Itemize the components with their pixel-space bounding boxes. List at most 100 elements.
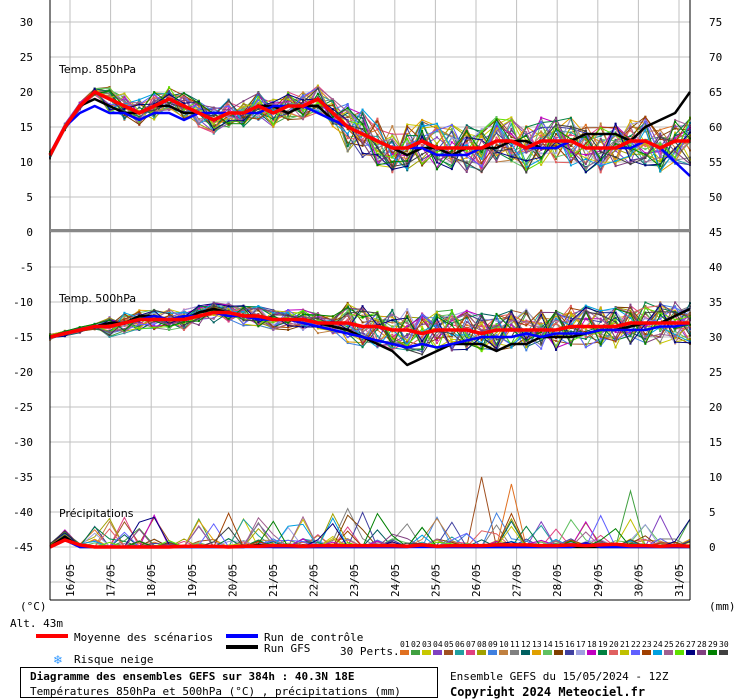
member-500-point <box>674 312 677 315</box>
member-500-point <box>599 331 602 334</box>
member-850-point <box>331 108 334 111</box>
left-tick-label: 30 <box>20 16 33 29</box>
member-850-point <box>435 129 438 132</box>
member-850-point <box>108 107 111 110</box>
member-850-point <box>123 101 126 104</box>
member-850-point <box>525 133 528 136</box>
member-850-point <box>465 144 468 147</box>
member-850-point <box>376 158 379 161</box>
member-850-point <box>435 151 438 154</box>
member-850-point <box>406 159 409 162</box>
member-850-point <box>495 118 498 121</box>
member-850-point <box>212 125 215 128</box>
member-500-point <box>674 333 677 336</box>
member-500-point <box>584 312 587 315</box>
member-850-point <box>108 95 111 98</box>
member-850-point <box>614 142 617 145</box>
member-850-point <box>674 118 677 121</box>
member-500-point <box>614 321 617 324</box>
member-850-point <box>361 153 364 156</box>
member-500-point <box>569 304 572 307</box>
member-500-point <box>555 321 558 324</box>
member-500-point <box>346 312 349 315</box>
member-500-point <box>272 324 275 327</box>
member-850-point <box>421 129 424 132</box>
member-850-point <box>614 163 617 166</box>
member-500-point <box>435 326 438 329</box>
member-500-point <box>376 345 379 348</box>
member-500-point <box>168 308 171 311</box>
member-500-point <box>465 309 468 312</box>
member-500-point <box>540 339 543 342</box>
member-500-point <box>495 338 498 341</box>
member-850-point <box>406 134 409 137</box>
member-850-point <box>302 93 305 96</box>
member-500-point <box>569 313 572 316</box>
member-500-point <box>108 317 111 320</box>
pert-number: 13 <box>532 640 542 649</box>
left-tick-label: -15 <box>13 331 33 344</box>
member-500-point <box>659 313 662 316</box>
member-850-point <box>450 135 453 138</box>
member-850-point <box>465 126 468 129</box>
member-850-point <box>197 125 200 128</box>
member-500-point <box>540 337 543 340</box>
member-500-point <box>316 313 319 316</box>
member-850-point <box>525 166 528 169</box>
member-850-point <box>435 125 438 128</box>
member-500-point <box>302 310 305 313</box>
member-850-point <box>257 118 260 121</box>
member-850-point <box>182 115 185 118</box>
member-850-point <box>659 156 662 159</box>
member-500-point <box>361 321 364 324</box>
member-850-point <box>406 155 409 158</box>
member-500-point <box>510 312 513 315</box>
pert-number: 06 <box>455 640 465 649</box>
member-850-point <box>406 150 409 153</box>
member-850-point <box>599 163 602 166</box>
member-850-point <box>272 109 275 112</box>
member-850-point <box>435 122 438 125</box>
member-500-point <box>197 318 200 321</box>
member-850-point <box>435 127 438 130</box>
member-850-point <box>361 117 364 120</box>
member-850-point <box>242 108 245 111</box>
member-500-point <box>480 317 483 320</box>
member-850-point <box>153 100 156 103</box>
left-tick-label: -40 <box>13 506 33 519</box>
member-850-point <box>465 135 468 138</box>
member-850-point <box>644 153 647 156</box>
member-500-point <box>182 328 185 331</box>
member-850-point <box>242 105 245 108</box>
member-850-point <box>123 96 126 99</box>
member-500-point <box>108 334 111 337</box>
member-500-point <box>659 333 662 336</box>
member-850-point <box>182 108 185 111</box>
member-850-point <box>674 152 677 155</box>
member-500-point <box>391 309 394 312</box>
right-tick-label: 5 <box>709 506 716 519</box>
member-850-point <box>450 124 453 127</box>
member-500-point <box>465 338 468 341</box>
member-850-point <box>316 108 319 111</box>
altitude-label: Alt. 43m <box>10 617 63 630</box>
member-500-point <box>629 309 632 312</box>
member-850-point <box>272 103 275 106</box>
member-500-point <box>510 319 513 322</box>
member-500-point <box>138 310 141 313</box>
member-850-point <box>257 114 260 117</box>
member-500-point <box>599 345 602 348</box>
member-500-point <box>108 327 111 330</box>
member-500-point <box>376 315 379 318</box>
member-850-point <box>153 115 156 118</box>
member-500-point <box>242 308 245 311</box>
pert-swatch <box>631 650 640 655</box>
member-850-point <box>361 112 364 115</box>
member-850-point <box>406 137 409 140</box>
member-850-point <box>421 143 424 146</box>
pert-swatch <box>565 650 574 655</box>
member-850-point <box>182 99 185 102</box>
member-500-point <box>659 311 662 314</box>
x-tick-label: 19/05 <box>186 564 199 597</box>
member-850-point <box>287 95 290 98</box>
